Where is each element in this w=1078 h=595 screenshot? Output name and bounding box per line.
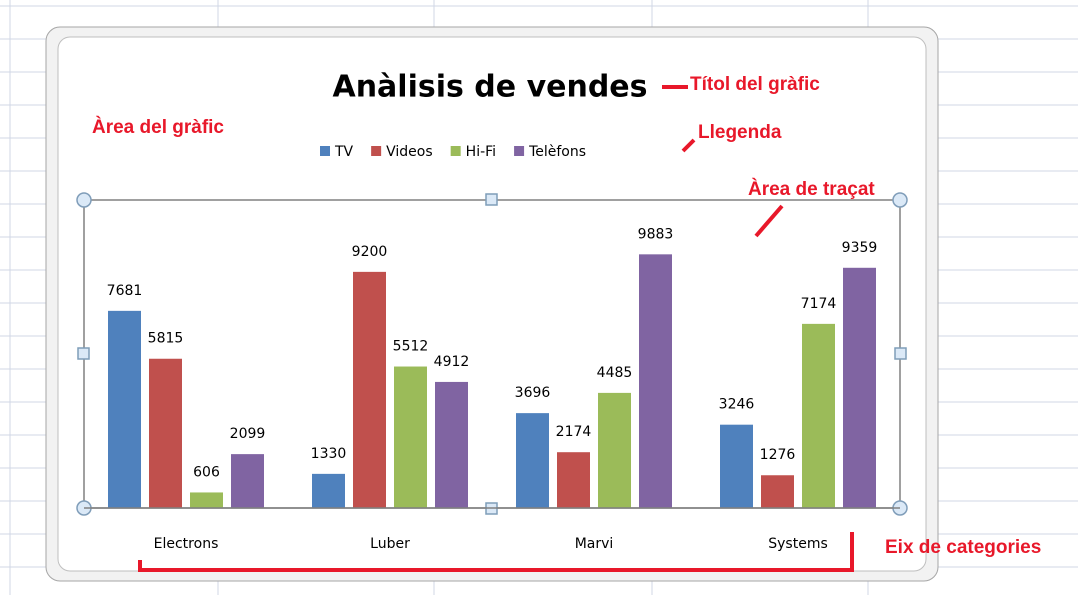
data-label: 5512 [393, 339, 429, 355]
data-label: 2174 [556, 424, 592, 440]
x-tick-label: Luber [370, 536, 410, 552]
bar [108, 310, 141, 508]
handle [77, 347, 90, 360]
annotation: Llegenda [698, 122, 782, 143]
bar [231, 454, 264, 508]
data-label: 3696 [515, 385, 551, 401]
data-label: 1276 [760, 447, 796, 463]
legend-swatch [514, 146, 525, 156]
bar [516, 413, 549, 508]
x-tick-label: Electrons [154, 536, 219, 552]
handle [76, 192, 92, 208]
data-label: 606 [193, 464, 220, 480]
bracket [138, 532, 854, 572]
handle [894, 347, 907, 360]
data-label: 4485 [597, 365, 633, 381]
data-label: 2099 [230, 426, 266, 442]
x-tick-label: Systems [768, 536, 828, 552]
x-tick-label: Marvi [575, 536, 614, 552]
data-label: 4912 [434, 354, 470, 370]
legend-swatch [450, 146, 461, 156]
bar [190, 492, 223, 508]
bar [598, 392, 631, 508]
legend-label: TV [334, 144, 354, 160]
pointer [681, 138, 696, 153]
bar [557, 452, 590, 508]
bar [639, 254, 672, 508]
bar [149, 358, 182, 508]
data-label: 9200 [352, 244, 388, 260]
annotation: Àrea de traçat [748, 178, 875, 200]
bar [843, 267, 876, 508]
bar [720, 424, 753, 508]
data-label: 7174 [801, 296, 837, 312]
data-label: 5815 [148, 331, 184, 347]
pointer [754, 204, 784, 238]
bar [802, 323, 835, 508]
bar [435, 381, 468, 508]
legend-swatch [371, 146, 382, 156]
legend-swatch [320, 146, 330, 156]
annotation: Àrea del gràfic [92, 116, 224, 138]
annotation-lines [138, 85, 854, 572]
bar [761, 475, 794, 508]
annotation: Títol del gràfic [690, 74, 820, 95]
annotation: Eix de categories [885, 537, 1041, 558]
data-label: 9359 [842, 240, 878, 256]
chart-title: Anàlisis de vendes [332, 70, 647, 105]
legend-label: Hi-Fi [466, 144, 496, 160]
handle [485, 193, 498, 206]
data-label: 3246 [719, 397, 755, 413]
handle [892, 192, 908, 208]
legend-label: Videos [386, 144, 433, 160]
legend-label: Telèfons [528, 144, 586, 160]
bar [312, 473, 345, 508]
data-label: 9883 [638, 226, 674, 242]
data-label: 7681 [107, 283, 143, 299]
bar [353, 271, 386, 508]
data-label: 1330 [311, 446, 347, 462]
bar [394, 366, 427, 508]
